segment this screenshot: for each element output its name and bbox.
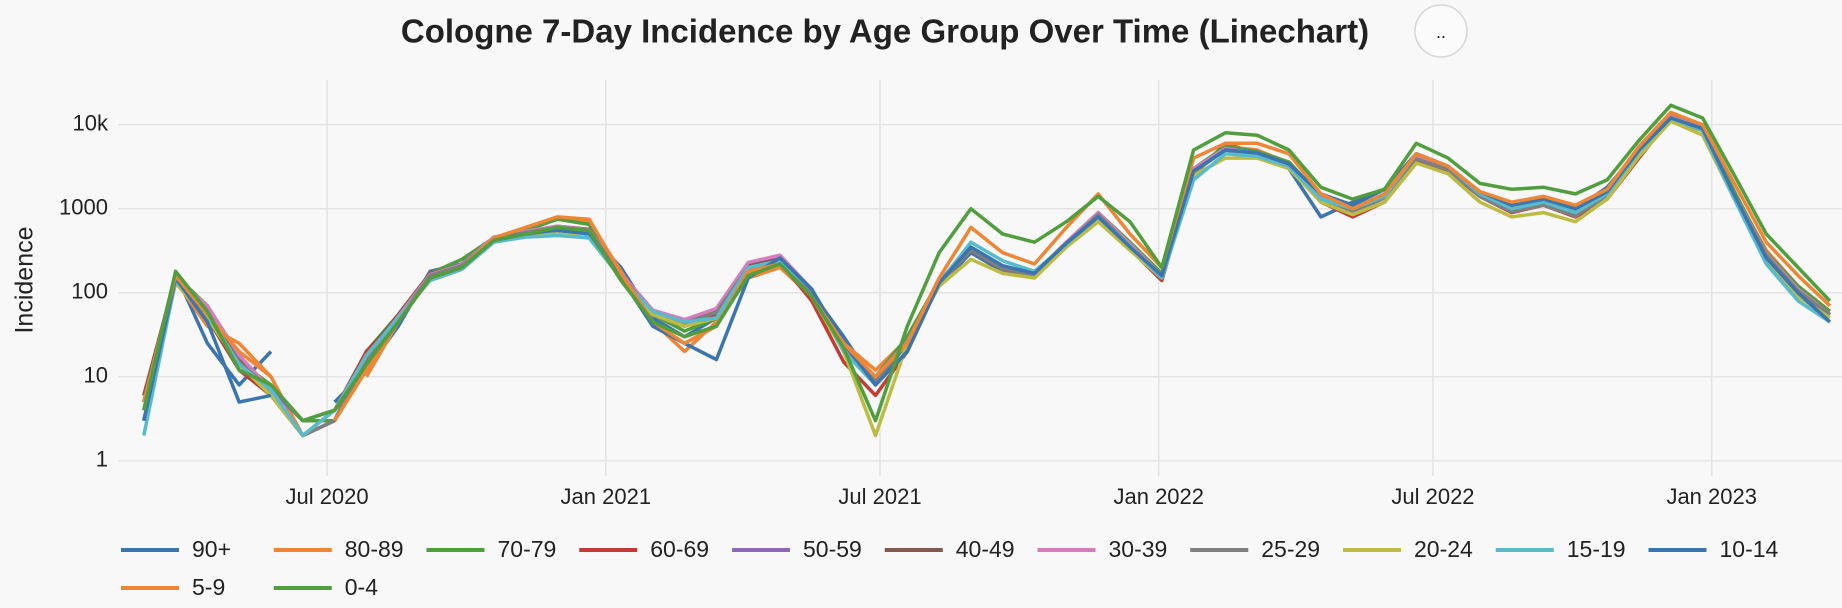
legend-item[interactable]: 20-24 xyxy=(1343,536,1473,562)
x-tick-label: Jan 2022 xyxy=(1113,484,1204,509)
legend-item[interactable]: 70-79 xyxy=(426,536,557,562)
legend-item[interactable]: 90+ xyxy=(121,536,231,562)
legend-label: 90+ xyxy=(192,536,231,562)
legend-label: 15-19 xyxy=(1567,536,1626,562)
legend-item[interactable]: 60-69 xyxy=(579,536,709,562)
chart-title: Cologne 7-Day Incidence by Age Group Ove… xyxy=(401,13,1369,50)
x-tick-label: Jul 2021 xyxy=(838,484,921,509)
x-tick-label: Jan 2021 xyxy=(561,484,652,509)
legend-label: 60-69 xyxy=(650,536,709,562)
series-line xyxy=(142,116,1832,422)
y-tick-label: 10k xyxy=(73,110,109,135)
x-tick-label: Jul 2020 xyxy=(285,484,368,509)
x-tick-label: Jan 2023 xyxy=(1666,484,1757,509)
legend-label: 0-4 xyxy=(345,574,378,600)
legend-label: 30-39 xyxy=(1109,536,1168,562)
legend-item[interactable]: 25-29 xyxy=(1190,536,1320,562)
series-line xyxy=(142,116,1831,438)
series-line xyxy=(142,116,1831,438)
series-line xyxy=(142,103,1832,423)
menu-button[interactable] xyxy=(1414,4,1468,58)
menu-button-label[interactable]: .. xyxy=(1436,22,1446,42)
series-line xyxy=(142,114,1831,438)
series-line xyxy=(142,116,1831,438)
series-line xyxy=(142,119,1831,438)
y-tick-label: 1000 xyxy=(59,195,108,220)
legend-label: 70-79 xyxy=(498,536,557,562)
legend-item[interactable]: 80-89 xyxy=(273,536,404,562)
series-line xyxy=(142,116,1831,423)
x-tick-label: Jul 2022 xyxy=(1391,484,1474,509)
legend-label: 40-49 xyxy=(956,536,1015,562)
legend-item[interactable]: 50-59 xyxy=(732,536,862,562)
legend-item[interactable]: 0-4 xyxy=(273,574,378,600)
legend-item[interactable]: 30-39 xyxy=(1037,536,1168,562)
legend-label: 80-89 xyxy=(345,536,404,562)
legend: 90+ 80-89 70-79 60-69 50-59 40-49 30-39 25-29 20… xyxy=(121,536,1779,600)
series-line xyxy=(142,116,1831,438)
legend-item[interactable]: 5-9 xyxy=(121,574,225,600)
grid xyxy=(118,80,1842,476)
legend-label: 10-14 xyxy=(1720,536,1779,562)
legend-label: 5-9 xyxy=(192,574,225,600)
y-axis-title: Incidence xyxy=(11,226,39,333)
legend-item[interactable]: 40-49 xyxy=(884,536,1015,562)
lines xyxy=(142,103,1832,438)
legend-label: 20-24 xyxy=(1414,536,1473,562)
series-line xyxy=(142,119,1831,437)
legend-label: 50-59 xyxy=(803,536,862,562)
y-tick-label: 100 xyxy=(71,279,108,304)
legend-item[interactable]: 10-14 xyxy=(1648,536,1779,562)
legend-item[interactable]: 15-19 xyxy=(1495,536,1626,562)
y-tick-label: 1 xyxy=(96,447,108,472)
y-tick-label: 10 xyxy=(84,363,108,388)
legend-label: 25-29 xyxy=(1261,536,1320,562)
